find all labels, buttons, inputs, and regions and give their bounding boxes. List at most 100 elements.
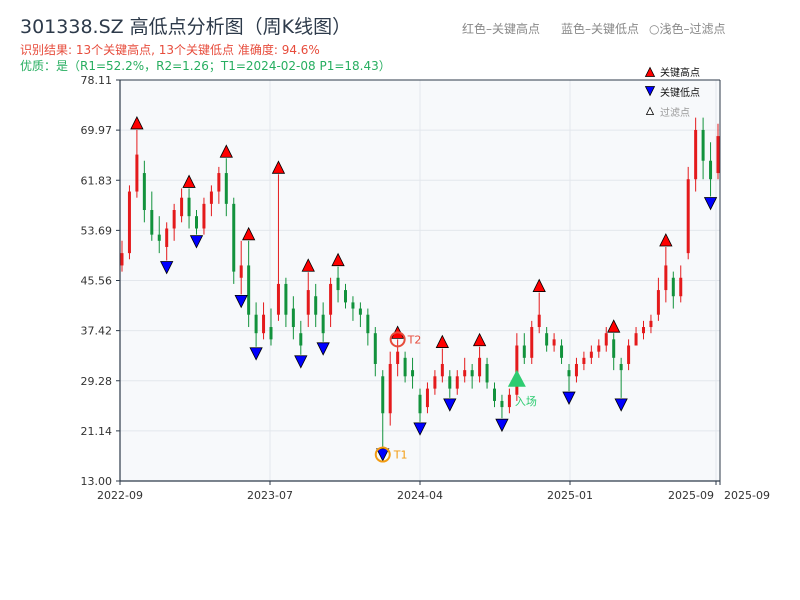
candle-body bbox=[329, 283, 333, 315]
legend-filtered-label: 过滤点 bbox=[660, 106, 690, 119]
candle-body bbox=[686, 179, 690, 254]
candle-body bbox=[597, 345, 601, 352]
key-low-marker bbox=[160, 261, 174, 275]
candle-body bbox=[485, 363, 489, 383]
candle-body bbox=[120, 253, 124, 266]
candle-body bbox=[344, 290, 347, 303]
t2-circle bbox=[389, 331, 406, 348]
candle-body bbox=[142, 173, 146, 211]
key-high-marker bbox=[331, 252, 345, 267]
candle-body bbox=[679, 277, 683, 297]
candle-body bbox=[627, 345, 631, 364]
candle-body bbox=[195, 216, 198, 229]
candle-body bbox=[642, 327, 645, 334]
candle-body bbox=[366, 314, 370, 334]
candle-body bbox=[612, 339, 616, 358]
candle-body bbox=[403, 357, 407, 377]
y-tick-label: 13.00 bbox=[81, 475, 113, 488]
candle-body bbox=[165, 228, 169, 247]
candle-body bbox=[209, 191, 213, 204]
candle-body bbox=[507, 394, 511, 408]
candle-body bbox=[433, 376, 437, 389]
candle-body bbox=[470, 370, 474, 377]
key-high-marker bbox=[659, 233, 673, 247]
candle-body bbox=[388, 363, 392, 414]
candle-body bbox=[224, 173, 228, 204]
key-low-marker bbox=[249, 347, 263, 361]
candle-body bbox=[701, 129, 705, 161]
candle-body bbox=[396, 351, 400, 364]
candle-body bbox=[478, 357, 482, 377]
x-tick-label: 2024-04 bbox=[397, 489, 443, 502]
candle-body bbox=[500, 400, 504, 408]
entry-marker bbox=[507, 369, 526, 387]
candle-body bbox=[127, 191, 131, 254]
key-low-marker bbox=[294, 355, 308, 369]
legend-low-label: 关键低点 bbox=[660, 86, 700, 99]
candle-body bbox=[619, 363, 623, 371]
candle-body bbox=[493, 388, 496, 401]
key-low-marker bbox=[316, 342, 330, 356]
key-low-marker bbox=[413, 422, 427, 436]
candle-body bbox=[306, 290, 310, 315]
key-low-marker bbox=[495, 418, 509, 433]
x-tick-label: 2022-09 bbox=[97, 489, 143, 502]
key-high-marker bbox=[182, 174, 196, 188]
key-low-marker bbox=[234, 294, 248, 309]
candle-body bbox=[448, 376, 452, 389]
candle-body bbox=[560, 345, 564, 358]
key-low-marker bbox=[562, 391, 576, 405]
candle-body bbox=[254, 314, 258, 334]
y-tick-label: 53.69 bbox=[81, 224, 113, 237]
candle-body bbox=[522, 345, 526, 358]
key-high-marker bbox=[219, 144, 233, 158]
candle-body bbox=[582, 357, 586, 364]
key-high-marker bbox=[532, 278, 546, 292]
x-tick-label: 2025-09 bbox=[724, 489, 770, 502]
candle-body bbox=[656, 290, 660, 315]
candle-body bbox=[440, 363, 444, 377]
candle-body bbox=[567, 370, 571, 377]
candle-body bbox=[232, 203, 236, 272]
candle-body bbox=[202, 203, 206, 229]
candle-body bbox=[284, 283, 288, 315]
candle-body bbox=[187, 197, 191, 217]
y-tick-label: 45.56 bbox=[81, 275, 113, 288]
key-high-marker bbox=[242, 226, 256, 241]
candle-body bbox=[247, 265, 251, 315]
candle-body bbox=[172, 210, 176, 229]
x-tick-label: 2025-01 bbox=[547, 489, 593, 502]
candle-body bbox=[574, 363, 578, 377]
note-red: 红色–关键高点 bbox=[462, 22, 541, 36]
legend-high-icon bbox=[644, 66, 656, 77]
y-tick-label: 37.42 bbox=[81, 325, 113, 338]
note-blue: 蓝色–关键低点 bbox=[561, 22, 640, 36]
candle-body bbox=[455, 376, 459, 389]
t2-label: T2 bbox=[407, 333, 422, 346]
key-high-marker bbox=[472, 332, 487, 347]
candle-body bbox=[604, 333, 608, 346]
key-high-marker bbox=[435, 334, 449, 348]
chart-title: 301338.SZ 高低点分析图（周K线图） bbox=[20, 16, 352, 38]
candle-body bbox=[530, 327, 534, 358]
legend-filtered-icon bbox=[645, 106, 655, 115]
candle-body bbox=[694, 129, 698, 180]
candle-body bbox=[314, 296, 318, 315]
t1-circle bbox=[374, 446, 391, 463]
key-high-marker bbox=[607, 319, 621, 333]
y-tick-label: 61.83 bbox=[81, 174, 113, 187]
candle-body bbox=[425, 388, 429, 408]
candle-body bbox=[358, 308, 362, 315]
legend-high-label: 关键高点 bbox=[660, 66, 700, 79]
candle-body bbox=[299, 333, 303, 346]
note-filtered: ○浅色–过滤点 bbox=[649, 22, 726, 36]
entry-label: 入场 bbox=[515, 394, 537, 408]
candle-body bbox=[552, 339, 556, 346]
candle-body bbox=[418, 394, 422, 414]
key-high-marker bbox=[271, 160, 286, 174]
candle-body bbox=[180, 197, 184, 217]
key-low-marker bbox=[376, 448, 390, 462]
y-tick-label: 21.14 bbox=[81, 425, 113, 438]
candle-body bbox=[671, 277, 675, 297]
